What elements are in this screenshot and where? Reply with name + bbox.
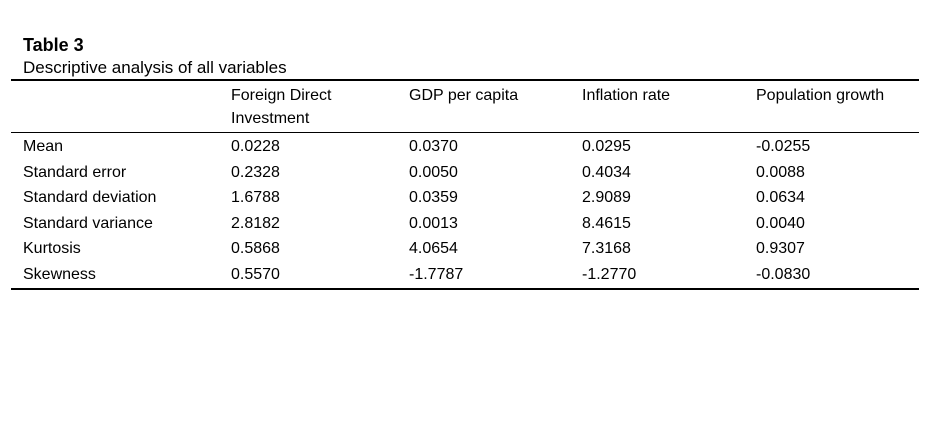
column-header-inflation-rate: Inflation rate xyxy=(582,87,671,104)
table-cell: 0.4034 xyxy=(582,163,631,181)
table-cell: 2.9089 xyxy=(582,189,631,207)
column-header-stub xyxy=(11,80,231,133)
table-cell: 0.0050 xyxy=(409,163,458,181)
table-cell: 0.5868 xyxy=(231,240,280,258)
table-cell: 8.4615 xyxy=(582,214,631,232)
table-header-row: Foreign Direct Investment GDP per capita… xyxy=(11,80,919,133)
table-cell: 2.8182 xyxy=(231,214,280,232)
table-number: Table 3 xyxy=(23,35,84,55)
row-label: Standard variance xyxy=(23,214,153,232)
table-cell: 4.0654 xyxy=(409,240,458,258)
row-label: Standard error xyxy=(23,163,127,181)
column-header-gdp-per-capita: GDP per capita xyxy=(409,87,519,104)
document: Table 3 Descriptive analysis of all vari… xyxy=(11,34,919,290)
table-cell: 0.0295 xyxy=(582,138,631,155)
table-cell: -0.0255 xyxy=(756,138,811,155)
table-row: Standard deviation 1.6788 0.0359 2.9089 … xyxy=(11,185,919,211)
table-row: Skewness 0.5570 -1.7787 -1.2770 -0.0830 xyxy=(11,262,919,289)
row-label: Skewness xyxy=(23,265,96,283)
table-cell: 0.0040 xyxy=(756,214,805,232)
table-cell: -1.2770 xyxy=(582,265,637,283)
table-cell: 0.0228 xyxy=(231,138,280,155)
table-cell: 0.0370 xyxy=(409,138,458,155)
table-cell: -1.7787 xyxy=(409,265,464,283)
column-header-fdi: Foreign Direct Investment xyxy=(231,87,332,127)
table-cell: 0.9307 xyxy=(756,240,805,258)
table-row: Kurtosis 0.5868 4.0654 7.3168 0.9307 xyxy=(11,236,919,262)
table-cell: 0.0088 xyxy=(756,163,805,181)
table-title: Descriptive analysis of all variables xyxy=(23,58,287,77)
table-cell: 1.6788 xyxy=(231,189,280,207)
table-row: Mean 0.0228 0.0370 0.0295 -0.0255 xyxy=(11,133,919,160)
table-cell: 0.2328 xyxy=(231,163,280,181)
table-cell: 0.5570 xyxy=(231,265,280,283)
row-label: Standard deviation xyxy=(23,189,157,207)
table-cell: 0.0359 xyxy=(409,189,458,207)
table-cell: 0.0634 xyxy=(756,189,805,207)
table-cell: -0.0830 xyxy=(756,265,811,283)
descriptive-statistics-table: Foreign Direct Investment GDP per capita… xyxy=(11,79,919,290)
table-cell: 0.0013 xyxy=(409,214,458,232)
column-header-population-growth: Population growth xyxy=(756,87,885,104)
table-row: Standard variance 2.8182 0.0013 8.4615 0… xyxy=(11,211,919,237)
table-row: Standard error 0.2328 0.0050 0.4034 0.00… xyxy=(11,160,919,186)
row-label: Kurtosis xyxy=(23,240,81,258)
row-label: Mean xyxy=(23,138,64,155)
table-cell: 7.3168 xyxy=(582,240,631,258)
